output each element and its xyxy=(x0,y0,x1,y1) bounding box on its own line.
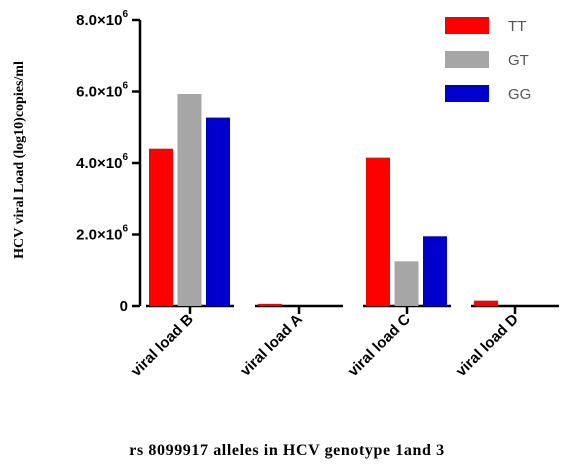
y-tick-exponent: 6 xyxy=(122,224,128,235)
bar-gt xyxy=(394,261,419,306)
y-tick-exponent: 6 xyxy=(122,152,128,163)
legend-label: TT xyxy=(508,18,526,35)
y-tick-label: 6.0×106 xyxy=(76,81,128,101)
bar-tt xyxy=(258,303,282,306)
legend-label: GG xyxy=(508,86,531,103)
y-tick-label: 2.0×106 xyxy=(76,224,128,244)
bar-tt xyxy=(366,157,390,306)
legend: TT GT GG xyxy=(445,17,531,103)
x-category-label: viral load C xyxy=(345,311,414,380)
bar-gg xyxy=(423,236,447,306)
bar-tt xyxy=(149,148,173,306)
bar-tt xyxy=(474,300,498,306)
legend-swatch-gg xyxy=(445,85,489,102)
y-tick-label: 4.0×106 xyxy=(76,152,128,172)
x-axis-title: rs 8099917 alleles in HCV genotype 1and … xyxy=(129,442,444,459)
legend-label: GT xyxy=(508,52,529,69)
bar-gt xyxy=(177,94,202,306)
x-category-label: viral load B xyxy=(128,311,197,380)
legend-swatch-gt xyxy=(445,51,489,68)
x-category-label: viral load D xyxy=(453,311,522,380)
y-tick-exponent: 6 xyxy=(122,81,128,92)
bar-gg xyxy=(206,117,230,306)
y-tick-label: 0 xyxy=(120,298,128,315)
y-axis-title: HCV viral Load (log10)copies/ml xyxy=(12,61,27,259)
y-tick-exponent: 6 xyxy=(122,9,128,20)
x-category-label: viral load A xyxy=(237,311,306,380)
legend-swatch-tt xyxy=(445,17,489,34)
y-tick-label: 8.0×106 xyxy=(76,9,128,29)
